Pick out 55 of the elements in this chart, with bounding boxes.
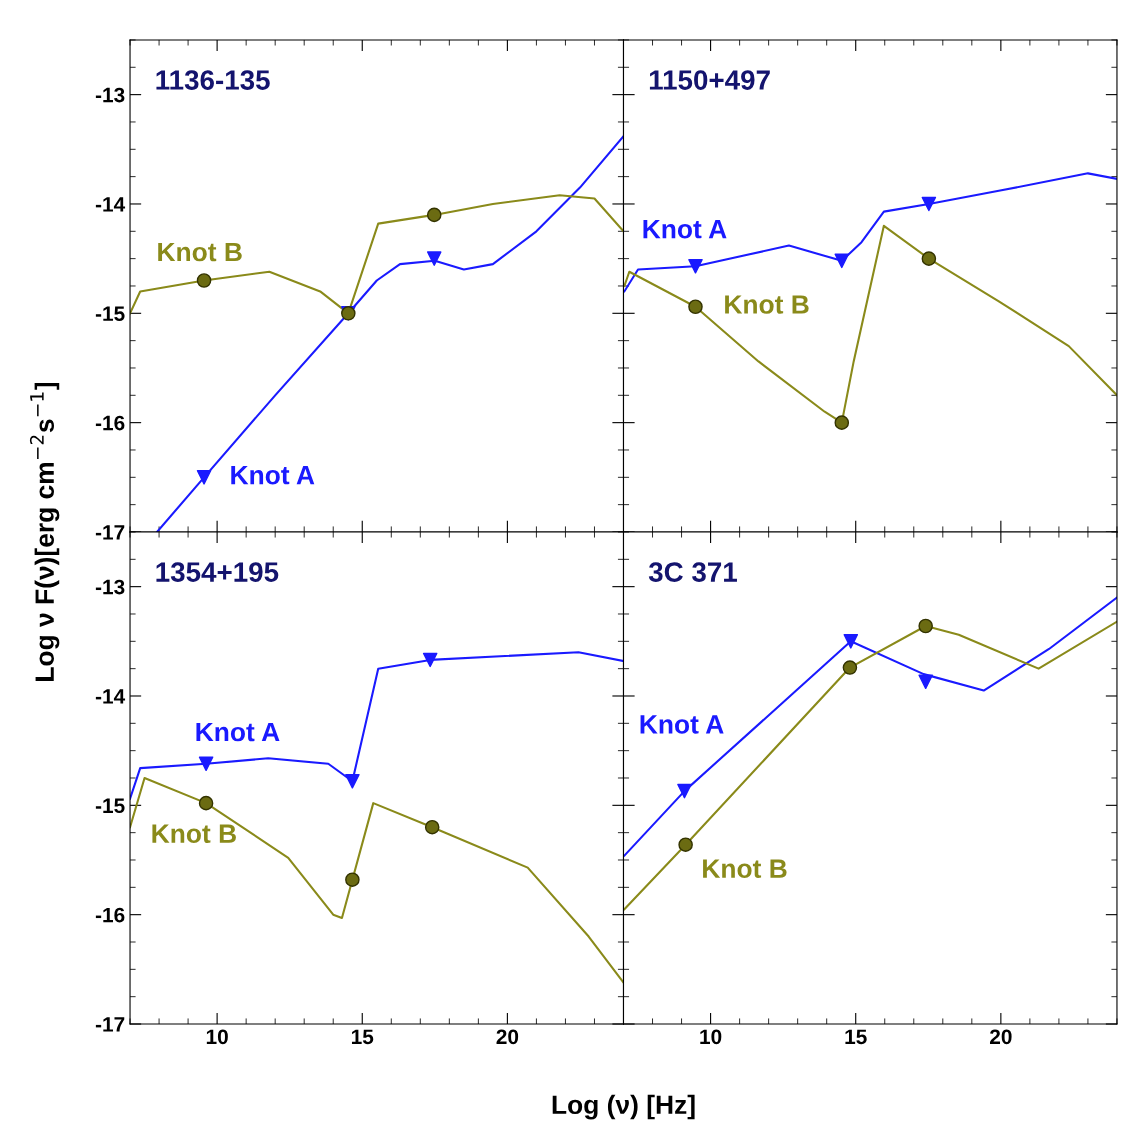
y-tick-label: -14 [95,197,126,212]
point [198,756,214,772]
x-tick-label: 10 [206,1029,228,1045]
x-tick-label: 10 [700,1029,722,1045]
x-tick-label: 20 [496,1029,519,1045]
text: 1354+195 [156,562,279,582]
series-label: Knot B [158,242,242,262]
text: 1136-135 [156,70,270,90]
point [688,299,703,315]
x-tick-label: 15 [351,1029,374,1045]
point [424,819,440,835]
text: 3C 371 [648,562,737,582]
y-tick-label: -16 [95,907,125,923]
y-tick-label: -17 [95,525,125,540]
point [842,660,858,675]
y-tick-label: -15 [95,798,125,814]
y-tick-label: -14 [95,689,126,704]
y-tick-label: -16 [95,415,125,431]
point [426,207,442,223]
series-label: Knot A [643,219,727,239]
point [834,415,850,430]
x-tick-label: 15 [845,1029,867,1045]
point [921,196,937,212]
y-tick-label: -13 [95,87,125,103]
series-label: Knot B [152,824,236,844]
x-tick-label: 20 [989,1029,1012,1045]
point [196,273,212,288]
point [345,773,360,789]
series-label: Knot A [231,465,315,485]
point [196,470,212,485]
point [198,795,214,811]
y-axis-title: Log ν F(ν)[erg cm$^{−2}$s$^{−1}$] [29,382,60,681]
y-tick-label: -17 [95,1017,125,1032]
series-label: Knot A [640,715,724,734]
point [688,259,703,274]
line-series [155,135,624,532]
point [678,837,693,852]
x-axis-title: Log (ν) [Hz] [552,1094,695,1120]
series-label: Knot A [196,722,280,742]
point [918,674,933,690]
point [345,872,360,887]
y-tick-label: -13 [95,579,125,595]
text: 1150+497 [649,70,770,90]
point [918,618,933,634]
line-series [130,776,624,984]
point [843,634,859,649]
y-tick-label: -15 [95,306,125,322]
point [677,783,692,799]
line-series [130,651,624,800]
point [921,251,937,266]
point [834,253,850,269]
series-label: Knot B [725,295,809,314]
point [422,652,438,668]
series-label: Knot B [703,859,787,879]
point [426,251,442,266]
